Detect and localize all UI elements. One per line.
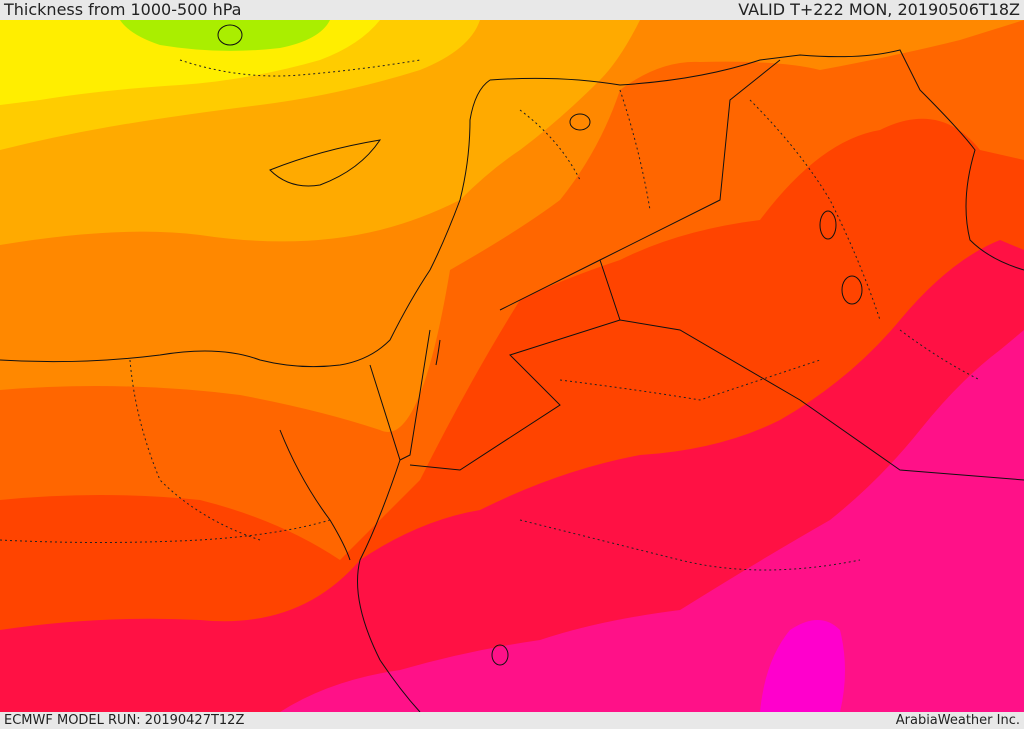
model-run: ECMWF MODEL RUN: 20190427T12Z (4, 713, 245, 728)
thickness-map[interactable] (0, 20, 1024, 712)
map-header: Thickness from 1000-500 hPa VALID T+222 … (0, 0, 1024, 20)
band-magenta-pink (280, 330, 1024, 712)
map-canvas (0, 20, 1024, 712)
internal-boundaries (0, 59, 981, 571)
map-title: Thickness from 1000-500 hPa (4, 0, 242, 19)
credit: ArabiaWeather Inc. (895, 713, 1020, 728)
band-magenta (760, 620, 845, 712)
water-features (217, 24, 863, 666)
political-borders (0, 49, 1024, 712)
map-footer: ECMWF MODEL RUN: 20190427T12Z ArabiaWeat… (0, 712, 1024, 729)
band-lime (120, 20, 330, 51)
valid-time: VALID T+222 MON, 20190506T18Z (738, 0, 1020, 19)
